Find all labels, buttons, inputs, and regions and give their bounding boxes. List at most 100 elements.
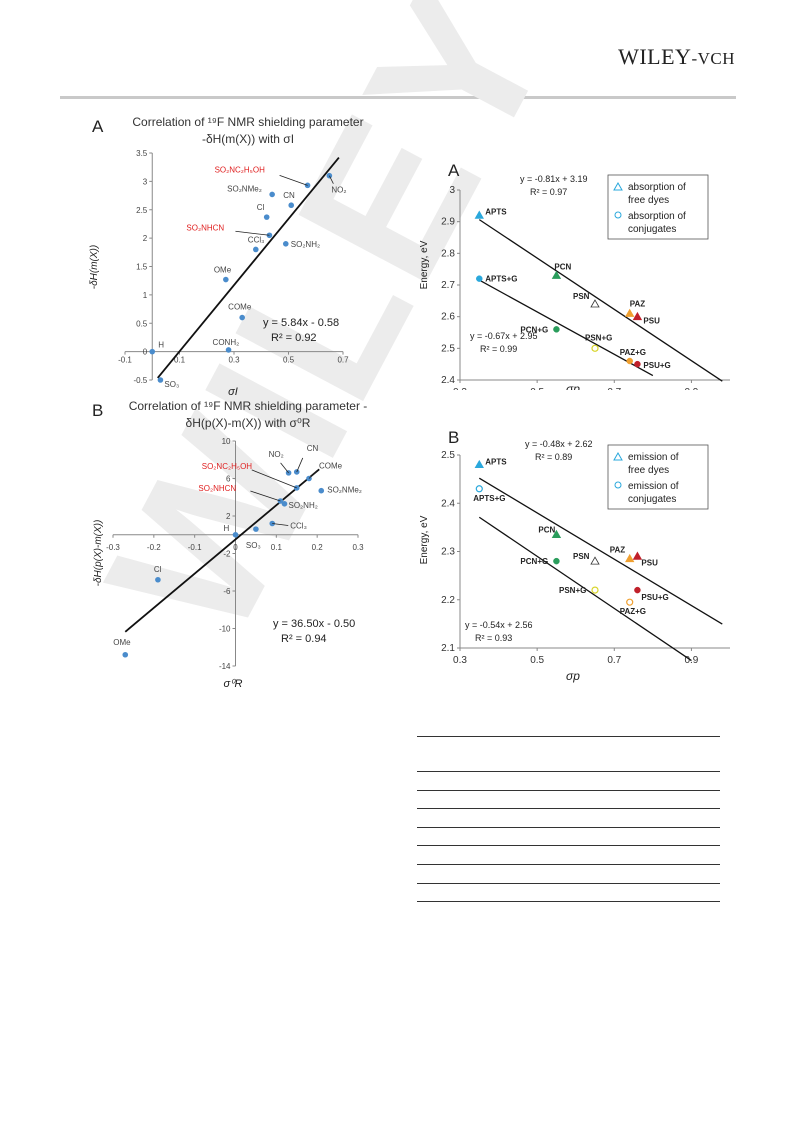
- point-label: SO₃: [246, 541, 261, 550]
- label-leader: [235, 230, 270, 236]
- y-axis-label: Energy, eV: [419, 240, 430, 289]
- table-rule: [417, 845, 720, 846]
- trend-line: [478, 477, 723, 625]
- point-label: Cl: [257, 203, 265, 212]
- circle-marker: [475, 485, 483, 493]
- point-label: PSN+G: [585, 333, 612, 342]
- x-tick-label: -0.3: [106, 543, 120, 552]
- legend-label: emission of: [628, 452, 679, 463]
- x-tick-label: 0.3: [453, 387, 467, 390]
- triangle-marker: [474, 210, 484, 219]
- point-label: PSU+G: [641, 593, 668, 602]
- y-tick-label: 2.9: [441, 217, 455, 228]
- panel-letter-right-b: B: [448, 428, 460, 447]
- triangle-marker: [474, 459, 484, 469]
- label-leader: [272, 523, 289, 526]
- fit-equation: y = -0.67x + 2.95: [470, 331, 538, 341]
- point-label: SO₂NHCN: [198, 484, 236, 493]
- y-tick-label: 2.7: [441, 280, 455, 291]
- data-point: [253, 526, 259, 532]
- data-point: [239, 314, 245, 321]
- circle-marker: [591, 586, 599, 594]
- y-tick-label: 2.5: [441, 343, 455, 354]
- title-line-1: Correlation of ¹⁹F NMR shielding paramet…: [128, 399, 368, 413]
- fit-equation: y = -0.81x + 3.19: [520, 174, 588, 184]
- panel-letter-left-b: B: [92, 401, 104, 420]
- label-leader: [308, 470, 318, 479]
- label-leader: [296, 457, 304, 473]
- x-tick-label: 0.5: [530, 387, 544, 390]
- data-point: [149, 348, 156, 355]
- point-label: SO₂NMe₂: [227, 184, 262, 193]
- x-tick-label: 0.1: [174, 356, 186, 365]
- figure-title-left-a: Correlation of ¹⁹F NMR shielding paramet…: [118, 114, 378, 148]
- trend-line: [478, 516, 692, 662]
- point-label: SO₂NHCN: [186, 223, 224, 232]
- x-tick-label: 0.7: [607, 655, 621, 666]
- fit-r2: R² = 0.93: [475, 633, 512, 643]
- data-point: [281, 501, 288, 507]
- table-rule: [417, 827, 720, 828]
- point-label: SO₃: [164, 380, 179, 389]
- point-label: PAZ+G: [620, 607, 646, 616]
- y-tick-label: 3: [143, 177, 148, 186]
- legend-label: free dyes: [628, 465, 669, 476]
- point-label: PSU: [641, 558, 658, 567]
- point-label: APTS: [485, 207, 507, 216]
- y-tick-label: 6: [226, 475, 231, 484]
- x-tick-label: 0.3: [453, 655, 467, 666]
- legend-label: conjugates: [628, 224, 676, 235]
- chart-right-b: 0.3 0.5 0.7 0.9 2.5 2.4 2.3 2.2 2.1 APTS PCN PSN PAZ…: [419, 440, 730, 683]
- data-point: [318, 487, 325, 494]
- title-line-2: δH(p(X)-m(X)) with σ⁰R: [185, 416, 311, 430]
- y-tick-label: 2.5: [441, 450, 455, 461]
- panel-letter-right-a: A: [448, 161, 460, 180]
- y-tick-label: 1: [143, 291, 148, 300]
- y-tick-label: 2: [226, 512, 231, 521]
- point-label: SO₂NMe₂: [327, 486, 362, 495]
- point-label: APTS: [485, 458, 507, 467]
- point-label: CCl₃: [290, 522, 307, 531]
- x-axis-label: σI: [228, 386, 238, 395]
- data-point: [282, 241, 289, 247]
- x-axis-label: σ⁰R: [224, 678, 243, 690]
- circle-marker: [634, 586, 641, 594]
- point-label: NO₂: [269, 450, 284, 459]
- fit-equation: y = -0.54x + 2.56: [465, 620, 533, 630]
- label-leader: [251, 469, 297, 489]
- x-axis-label: σp: [566, 669, 580, 683]
- y-tick-label: 2.2: [441, 595, 455, 606]
- trend-line: [478, 279, 654, 377]
- point-label: APTS+G: [485, 275, 517, 284]
- triangle-marker: [551, 529, 562, 539]
- label-leader: [280, 462, 289, 474]
- fit-r2: R² = 0.94: [281, 633, 327, 645]
- chart-right-a: 0.3 0.5 0.7 0.9 3 2.9 2.8 2.7 2.6 2.5 2.4 APTS PCN PS…: [419, 174, 730, 390]
- legend-circle-icon: [614, 211, 622, 219]
- legend-label: absorption of: [628, 182, 686, 193]
- data-point: [263, 214, 270, 220]
- triangle-marker: [590, 556, 600, 565]
- data-point: [304, 182, 311, 189]
- y-tick-label: 1.5: [136, 263, 148, 272]
- triangle-marker: [551, 270, 562, 279]
- circle-marker: [626, 357, 633, 365]
- x-tick-label: 0.9: [684, 387, 698, 390]
- y-tick-label: 2.4: [441, 375, 455, 386]
- data-point: [157, 377, 164, 383]
- legend-label: emission of: [628, 481, 679, 492]
- point-label: PAZ: [630, 300, 646, 309]
- data-point: [269, 191, 275, 198]
- x-tick-label: 0.3: [228, 356, 240, 365]
- y-tick-label: 3: [449, 185, 455, 196]
- point-label: PSU+G: [643, 361, 670, 370]
- point-label: PAZ+G: [620, 348, 646, 357]
- point-label: SO₂NC₂H₅OH: [202, 462, 253, 471]
- x-tick-label: 0.3: [352, 543, 364, 552]
- label-leader: [279, 174, 308, 186]
- fit-r2: R² = 0.92: [271, 332, 317, 344]
- point-label: H: [158, 341, 164, 350]
- x-tick-label: 0.5: [283, 356, 295, 365]
- trend-line: [478, 219, 723, 382]
- table-rule: [417, 790, 720, 791]
